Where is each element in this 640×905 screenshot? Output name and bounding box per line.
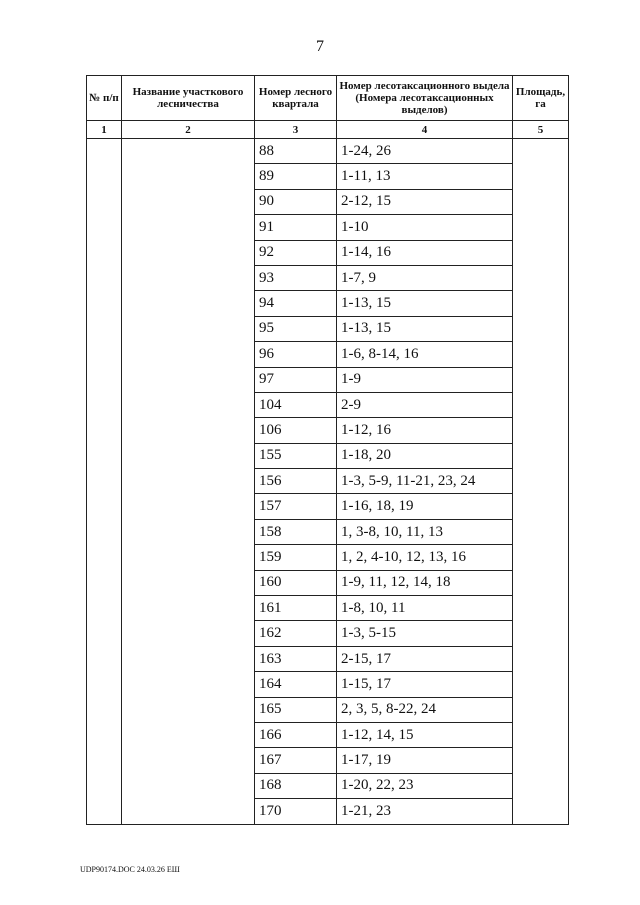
area-cell [512,138,569,825]
page-number: 7 [316,38,324,55]
quarter-cell: 91 [254,214,337,241]
quarter-cell: 168 [254,772,337,800]
header-index: № п/п [86,75,122,121]
index-cell [86,138,122,825]
forest-sections-table: № п/п Название участкового лесничества Н… [86,75,569,825]
quarter-cell: 92 [254,239,337,266]
quarter-cell: 104 [254,391,337,419]
table-row: 165 2, 3, 5, 8-22, 24 [87,696,569,723]
quarter-cell: 88 [254,137,337,165]
table-row: 92 1-14, 16 [87,239,569,266]
table-row: 95 1-13, 15 [87,315,569,343]
quarter-cell: 90 [254,188,337,216]
sections-cell: 1, 2, 4-10, 12, 13, 16 [336,544,513,571]
sections-cell: 1-20, 22, 23 [336,772,513,800]
quarter-cell: 93 [254,264,337,292]
document-footer: UDP90174.DOC 24.03.26 ЕШ [80,865,180,874]
sections-cell: 1-13, 15 [336,290,513,317]
sections-cell: 1-12, 14, 15 [336,721,513,749]
sections-cell: 1-3, 5-15 [336,620,513,647]
sections-cell: 2-12, 15 [336,188,513,216]
sections-cell: 1-24, 26 [336,137,513,165]
table-row: 159 1, 2, 4-10, 12, 13, 16 [87,544,569,571]
sections-cell: 1-16, 18, 19 [336,493,513,520]
table-row: 163 2-15, 17 [87,645,569,673]
sections-cell: 1-7, 9 [336,264,513,292]
column-number: 1 [86,120,122,139]
header-quarter: Номер лесного квартала [254,75,337,121]
sections-cell: 1-15, 17 [336,671,513,698]
column-number-row: 1 2 3 4 5 [86,120,569,139]
header-forestry-name: Название участкового лесничества [121,75,255,121]
quarter-cell: 160 [254,569,337,597]
table-row: 90 2-12, 15 [87,188,569,216]
header-row: № п/п Название участкового лесничества Н… [86,75,569,121]
sections-cell: 1-13, 15 [336,315,513,343]
sections-cell: 2, 3, 5, 8-22, 24 [336,696,513,723]
sections-cell: 1-3, 5-9, 11-21, 23, 24 [336,468,513,495]
quarter-cell: 163 [254,645,337,673]
quarter-cell: 164 [254,671,337,698]
quarter-cell: 106 [254,417,337,444]
quarter-cell: 167 [254,747,337,774]
sections-cell: 1-9 [336,366,513,393]
sections-cell: 1-21, 23 [336,798,513,825]
forestry-name-cell [121,138,255,825]
column-number: 5 [512,120,569,139]
table-row: 156 1-3, 5-9, 11-21, 23, 24 [87,468,569,495]
sections-cell: 1-10 [336,214,513,241]
sections-cell: 1-8, 10, 11 [336,595,513,622]
table-row: 166 1-12, 14, 15 [87,721,569,749]
table-row: 89 1-11, 13 [87,163,569,190]
quarter-cell: 89 [254,163,337,190]
table-row: 167 1-17, 19 [87,747,569,774]
sections-cell: 1, 3-8, 10, 11, 13 [336,518,513,546]
quarter-cell: 162 [254,620,337,647]
table-row: 96 1-6, 8-14, 16 [87,341,569,368]
quarter-cell: 97 [254,366,337,393]
quarter-cell: 159 [254,544,337,571]
column-number: 4 [336,120,513,139]
table-row: 91 1-10 [87,214,569,241]
table-row: 158 1, 3-8, 10, 11, 13 [87,518,569,546]
quarter-cell: 94 [254,290,337,317]
quarter-cell: 157 [254,493,337,520]
quarter-cell: 155 [254,442,337,470]
table-row: 160 1-9, 11, 12, 14, 18 [87,569,569,597]
sections-cell: 2-9 [336,391,513,419]
sections-cell: 2-15, 17 [336,645,513,673]
sections-cell: 1-14, 16 [336,239,513,266]
quarter-cell: 96 [254,341,337,368]
quarter-cell: 170 [254,798,337,825]
sections-cell: 1-18, 20 [336,442,513,470]
column-number: 3 [254,120,337,139]
table-row: 94 1-13, 15 [87,290,569,317]
quarter-cell: 161 [254,595,337,622]
quarter-cell: 95 [254,315,337,343]
sections-cell: 1-17, 19 [336,747,513,774]
quarter-cell: 158 [254,518,337,546]
sections-cell: 1-11, 13 [336,163,513,190]
header-sections: Номер лесотаксационного выдела (Номера л… [336,75,513,121]
sections-cell: 1-6, 8-14, 16 [336,341,513,368]
table-row: 104 2-9 [87,391,569,419]
table-row: 157 1-16, 18, 19 [87,493,569,520]
table-row: 170 1-21, 23 [87,798,569,825]
quarter-cell: 166 [254,721,337,749]
sections-cell: 1-9, 11, 12, 14, 18 [336,569,513,597]
table-row: 93 1-7, 9 [87,264,569,292]
quarter-cell: 156 [254,468,337,495]
quarter-cell: 165 [254,696,337,723]
table-row: 88 1-24, 26 [86,137,569,825]
column-number: 2 [121,120,255,139]
table-row: 155 1-18, 20 [87,442,569,470]
sections-cell: 1-12, 16 [336,417,513,444]
header-area: Площадь, га [512,75,569,121]
